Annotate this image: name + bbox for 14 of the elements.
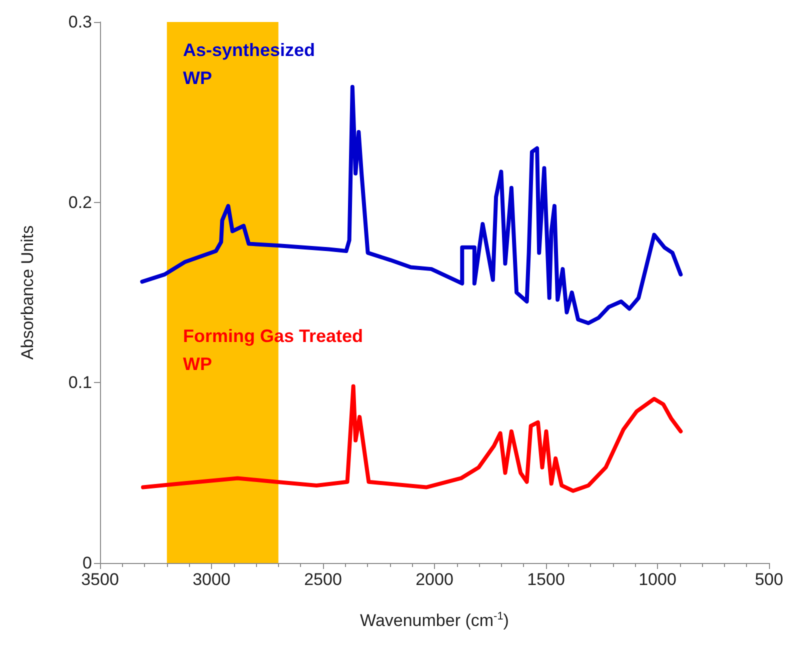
x-tick-label: 1500 [527, 570, 565, 589]
x-tick-label: 2500 [304, 570, 342, 589]
x-tick-label: 3500 [81, 570, 119, 589]
y-tick-label: 0.3 [68, 12, 92, 32]
line-series [140, 84, 683, 326]
x-tick-label: 2000 [416, 570, 454, 589]
y-axis-title: Absorbance Units [18, 225, 37, 360]
line-series [141, 384, 683, 493]
y-tick-label: 0.1 [68, 373, 92, 392]
y-tick-label: 0.2 [68, 192, 92, 212]
x-tick-label: 1000 [638, 570, 676, 589]
y-tick-label: 0 [82, 554, 92, 572]
x-tick-label: 3000 [192, 570, 230, 589]
x-tick-label: 500 [754, 570, 784, 589]
